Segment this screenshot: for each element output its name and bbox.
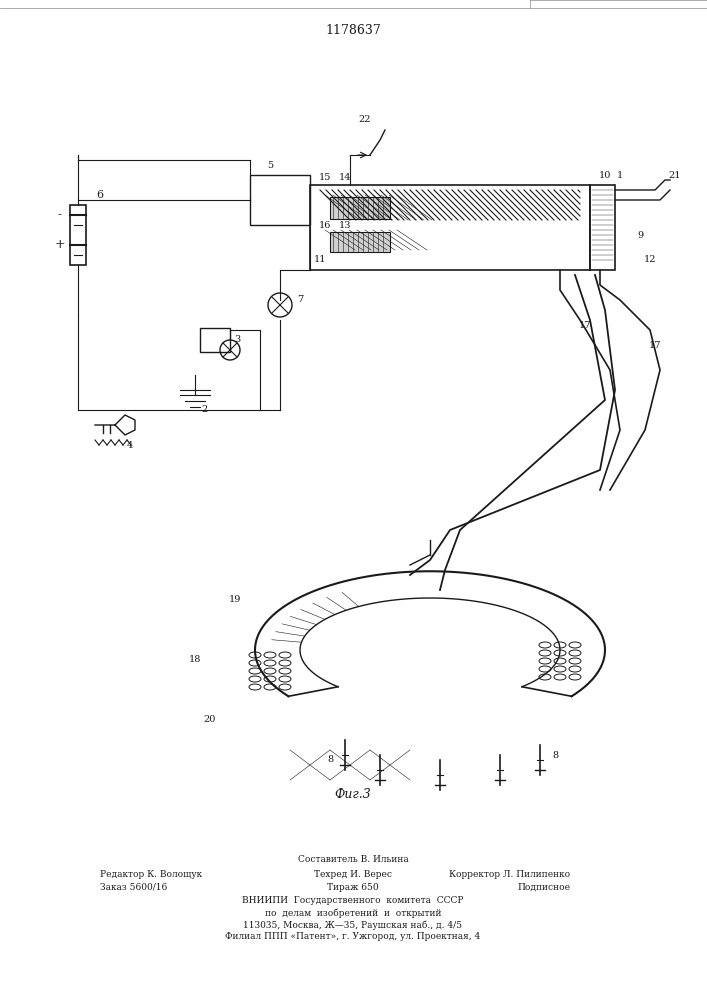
Text: 20: 20	[204, 716, 216, 724]
Text: 12: 12	[644, 255, 656, 264]
Text: 3: 3	[234, 336, 240, 344]
Text: -: -	[58, 209, 62, 222]
Text: 13: 13	[339, 221, 351, 230]
Text: Фиг.3: Фиг.3	[334, 788, 371, 802]
Text: 1178637: 1178637	[325, 23, 381, 36]
Text: 8: 8	[327, 756, 333, 764]
Text: Подписное: Подписное	[517, 883, 570, 892]
Text: Тираж 650: Тираж 650	[327, 883, 379, 892]
Text: +: +	[54, 238, 65, 251]
Text: 14: 14	[339, 172, 351, 182]
Text: 10: 10	[599, 170, 611, 180]
Text: 17: 17	[579, 320, 591, 330]
Bar	[200, 328, 230, 352]
Text: 4: 4	[127, 440, 133, 450]
Text: 16: 16	[319, 221, 331, 230]
Text: Редактор К. Волощук: Редактор К. Волощук	[100, 870, 202, 879]
Bar	[70, 205, 86, 265]
Text: 7: 7	[297, 296, 303, 304]
Text: 18: 18	[189, 656, 201, 664]
Bar	[250, 175, 310, 225]
Text: ВНИИПИ  Государственного  комитета  СССР: ВНИИПИ Государственного комитета СССР	[243, 896, 464, 905]
Text: 9: 9	[637, 231, 643, 239]
Bar	[310, 185, 590, 270]
Text: 5: 5	[267, 160, 273, 169]
Bar	[330, 232, 390, 252]
Text: Техред И. Верес: Техред И. Верес	[314, 870, 392, 879]
Text: 21: 21	[669, 170, 682, 180]
Text: 19: 19	[229, 595, 241, 604]
Text: Корректор Л. Пилипенко: Корректор Л. Пилипенко	[449, 870, 570, 879]
Text: Составитель В. Ильина: Составитель В. Ильина	[298, 855, 409, 864]
Text: 113035, Москва, Ж—35, Раушская наб., д. 4/5: 113035, Москва, Ж—35, Раушская наб., д. …	[243, 920, 462, 930]
Text: 2: 2	[202, 406, 208, 414]
Text: Заказ 5600/16: Заказ 5600/16	[100, 883, 168, 892]
Text: 1: 1	[617, 170, 623, 180]
Bar	[590, 185, 615, 270]
Text: 6: 6	[96, 190, 103, 200]
Text: 8: 8	[552, 750, 558, 760]
Text: по  делам  изобретений  и  открытий: по делам изобретений и открытий	[264, 908, 441, 918]
Text: Филиал ППП «Патент», г. Ужгород, ул. Проектная, 4: Филиал ППП «Патент», г. Ужгород, ул. Про…	[226, 932, 481, 941]
Text: 11: 11	[314, 255, 326, 264]
Text: 15: 15	[319, 172, 331, 182]
Bar	[330, 197, 390, 219]
Text: 17: 17	[649, 340, 661, 350]
Text: 22: 22	[358, 115, 371, 124]
